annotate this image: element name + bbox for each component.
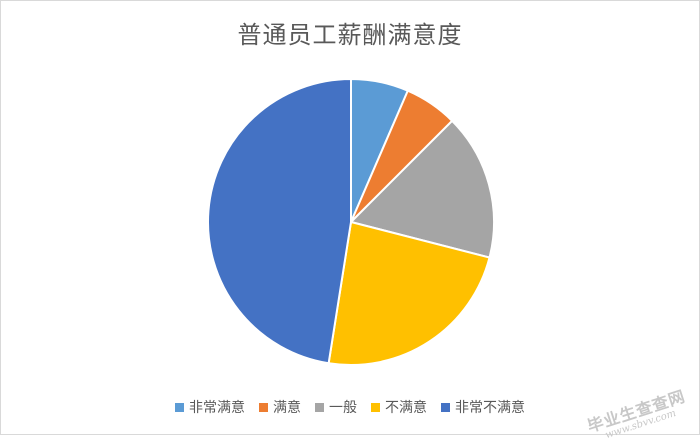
legend-item-1: 非常满意 [175, 397, 245, 417]
pie-slice-5 [207, 77, 352, 365]
legend-swatch [175, 402, 184, 412]
legend-swatch [371, 402, 380, 412]
legend-label: 一般 [329, 400, 357, 416]
legend-item-3: 一般 [315, 397, 357, 417]
legend-item-5: 非常不满意 [441, 397, 525, 417]
legend-swatch [315, 402, 324, 412]
legend-item-2: 满意 [259, 397, 301, 417]
legend-item-4: 不满意 [371, 397, 427, 417]
legend-swatch [441, 402, 450, 412]
legend-label: 满意 [273, 400, 301, 416]
legend-label: 不满意 [385, 400, 427, 416]
legend-label: 非常满意 [189, 400, 245, 416]
chart-legend: 非常满意 满意 一般 不满意 非常不满意 [1, 397, 699, 417]
pie-slice-3 [349, 119, 495, 259]
legend-label: 非常不满意 [455, 400, 525, 416]
legend-swatch [259, 402, 268, 412]
chart-title: 普通员工薪酬满意度 [237, 21, 463, 49]
pie-chart [207, 77, 495, 366]
pie-slice-4 [327, 220, 491, 366]
